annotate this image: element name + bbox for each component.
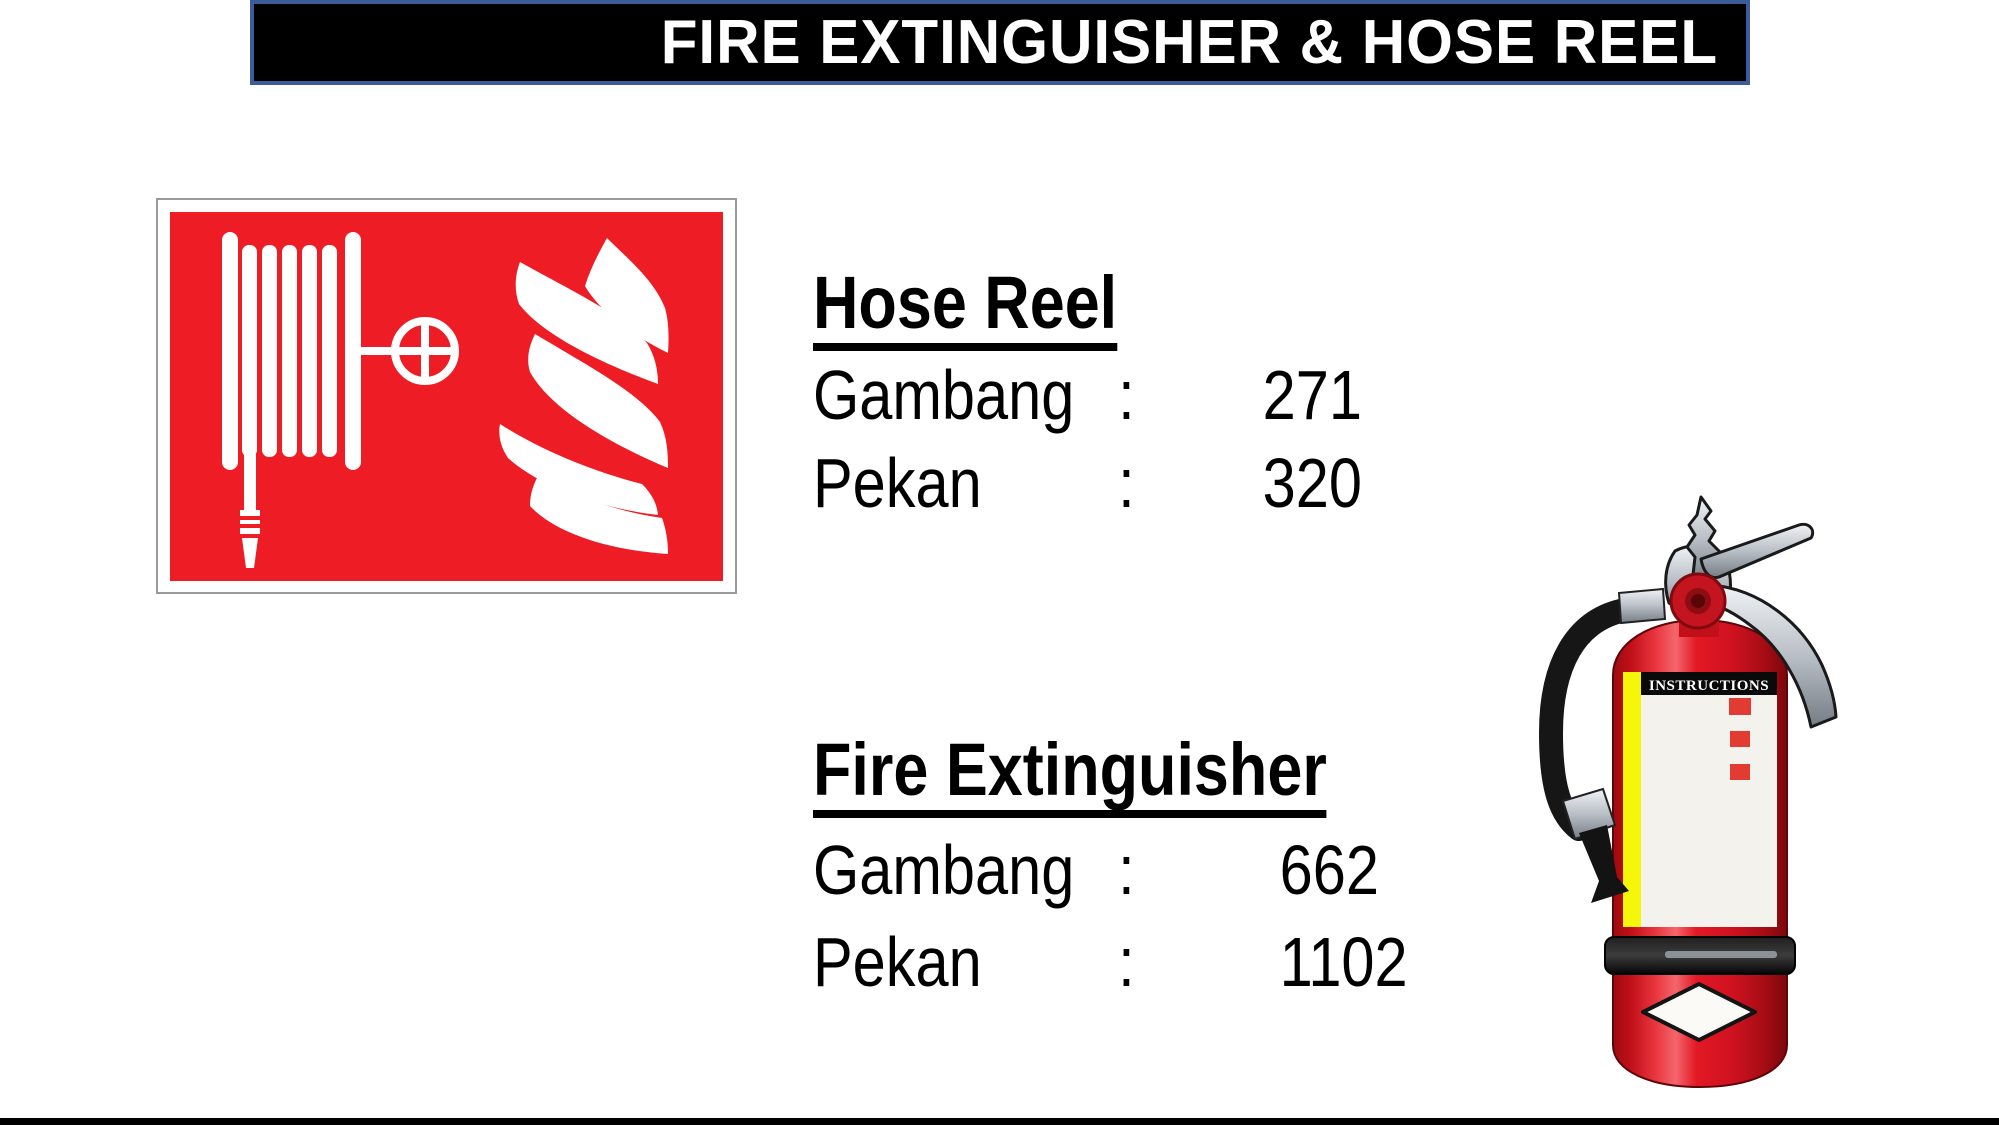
stat-row: Gambang : 662 [813,824,1379,916]
stat-value: 271 [1262,356,1362,434]
bottom-border-line [0,1118,1999,1125]
carry-handle [1699,522,1815,580]
valve-wheel-icon [361,317,459,385]
stat-row: Pekan : 320 [813,439,1362,527]
header-bar: FIRE EXTINGUISHER & HOSE REEL [250,0,1750,85]
section-hose-reel: Hose Reel Gambang : 271 Pekan : 320 [813,265,1362,527]
page-title: FIRE EXTINGUISHER & HOSE REEL [660,8,1718,77]
hose-coil-icon [222,232,361,568]
stat-separator: : [1118,444,1135,522]
stat-row: Pekan : 1102 [813,916,1408,1008]
hose-coupling [1617,587,1667,625]
instructions-label-title: INSTRUCTIONS [1649,678,1769,694]
section-title: Hose Reel [813,265,1118,351]
label-red-squares [1729,698,1751,780]
fire-hose-reel-sign [156,198,737,594]
instructions-label: INSTRUCTIONS [1623,672,1777,927]
section-title: Fire Extinguisher [813,732,1327,818]
stat-value: 320 [1262,444,1362,522]
stat-label: Pekan [813,923,982,1001]
stat-row: Gambang : 271 [813,351,1362,439]
section-fire-extinguisher: Fire Extinguisher Gambang : 662 Pekan : … [813,732,1408,1008]
fire-hose-reel-sign-icon [170,212,723,581]
fire-extinguisher-image: INSTRUCTIONS [1515,485,1945,1100]
pressure-gauge [1669,572,1727,630]
flames-icon [499,238,669,554]
fire-extinguisher-icon: INSTRUCTIONS [1538,495,1838,1089]
squeeze-lever [1707,583,1838,729]
stat-label: Gambang [813,831,1075,909]
mounting-strap [1604,936,1796,975]
hose-nozzle [1579,825,1629,903]
stat-label: Pekan [813,444,982,522]
hose [1538,597,1643,841]
stat-value: 662 [1279,831,1379,909]
stat-separator: : [1118,923,1135,1001]
label-diamond [1641,982,1757,1042]
stat-separator: : [1118,831,1135,909]
stat-value: 1102 [1279,923,1408,1001]
nozzle-stripes [240,516,260,528]
stat-separator: : [1118,356,1135,434]
stat-label: Gambang [813,356,1075,434]
